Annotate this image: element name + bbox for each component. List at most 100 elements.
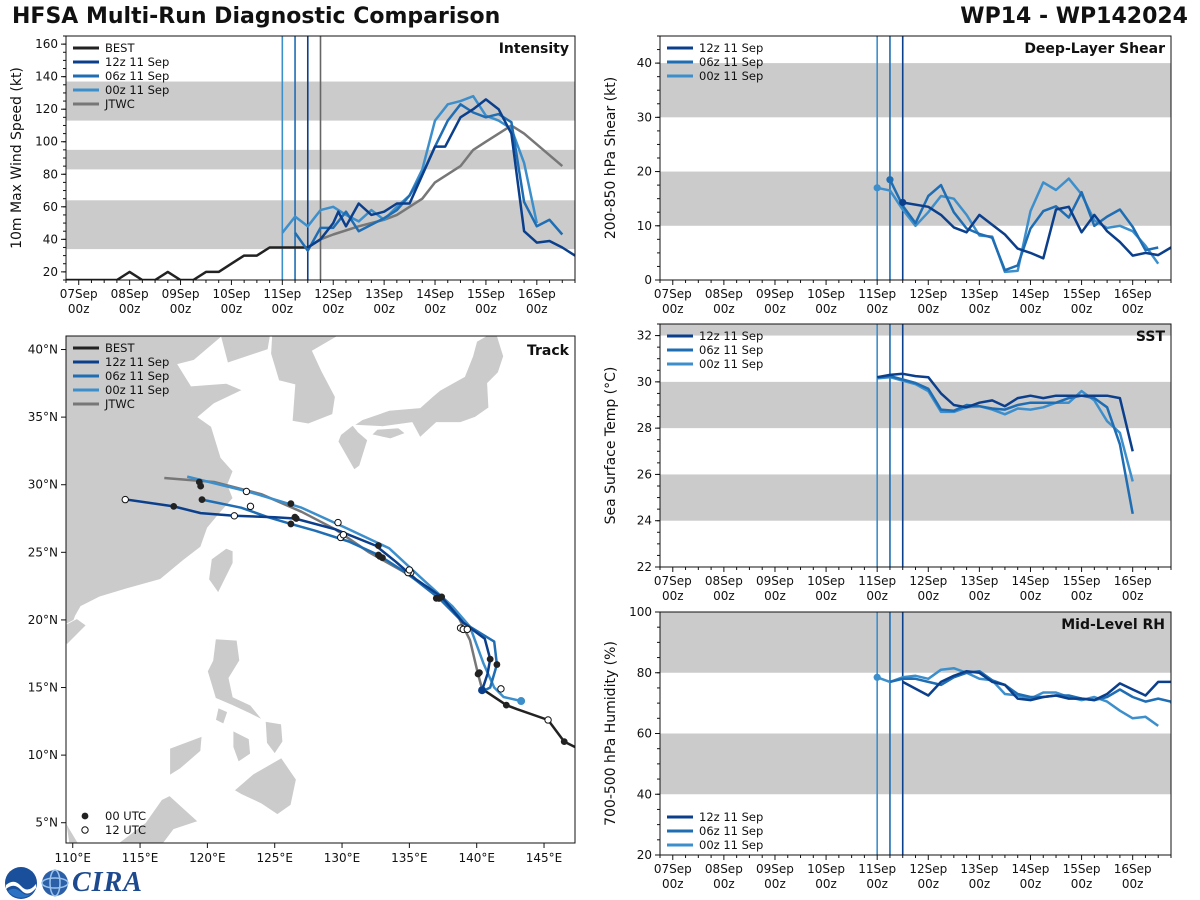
marker-00utc [475,669,483,677]
init-marker [873,184,881,192]
marker-12utc [405,566,414,574]
x-tick-label-day: 09Sep [162,287,200,301]
panel-title: Intensity [499,41,569,57]
x-tick-label-hour: 00z [815,302,837,316]
y-tick-label: 120 [35,102,58,116]
x-tick-label-day: 16Sep [1114,574,1152,588]
legend-label: 00z 11 Sep [699,69,763,83]
y-tick-label: 0 [644,273,652,287]
x-tick-label-hour: 00z [1122,302,1144,316]
legend-label: 00z 11 Sep [699,838,763,852]
storm-id: WP14 - WP142024 [960,4,1188,29]
x-tick-label-day: 14Sep [1012,862,1050,876]
legend-label: 12z 11 Sep [699,41,763,55]
x-tick-label-hour: 00z [969,302,991,316]
track-frame [65,335,576,844]
y-tick-label: 25°N [28,545,58,559]
panel-sst: 22242628303207Sep00z08Sep00z09Sep00z10Se… [603,323,1172,603]
y-tick-label: 20 [637,165,652,179]
marker-12utc [242,487,251,496]
marker-00utc [287,500,295,508]
marker-00utc [493,661,501,668]
y-tick-label: 10°N [28,748,58,762]
x-tick-label-day: 16Sep [518,287,556,301]
legend-label: 12z 11 Sep [699,810,763,824]
x-tick-label-day: 10Sep [212,287,250,301]
panel-title: SST [1136,329,1166,345]
x-tick-label-hour: 00z [373,302,395,316]
series-line-r12 [902,669,1171,702]
x-tick-label-day: 10Sep [807,862,845,876]
x-tick-label-day: 15Sep [1063,287,1101,301]
x-tick-label: 115°E [122,851,159,865]
cira-wordmark: CIRA [72,867,143,898]
legend-label: 00z 11 Sep [105,383,169,397]
marker-00utc [560,738,568,745]
track-line-r12 [126,498,492,691]
panel-track: 110°E 115°E 120°E 125°E 130°E 135°E 140°E 145°E… [28,335,576,865]
x-tick-label-hour: 00z [1071,302,1093,316]
x-tick-label-day: 11Sep [858,287,896,301]
x-tick-label-hour: 00z [526,302,548,316]
y-tick-label: 40 [637,787,652,801]
x-tick-label-hour: 00z [969,877,991,891]
x-tick-label-hour: 00z [713,877,735,891]
threshold-band [660,63,1171,118]
panel-title: Mid-Level RH [1061,617,1165,633]
init-marker [899,198,907,207]
y-tick-label: 160 [35,37,58,51]
x-tick-label-day: 09Sep [756,574,794,588]
x-tick-label-hour: 00z [322,302,344,316]
legend-marker-00utc [81,812,89,820]
x-tick-label-day: 09Sep [756,862,794,876]
x-tick-label-hour: 00z [1020,589,1042,603]
x-tick-label-day: 13Sep [960,287,998,301]
threshold-band [660,733,1171,795]
x-tick-label: 110°E [54,851,91,865]
y-tick-label: 26 [637,467,652,481]
series-line-r00 [876,177,1160,274]
marker-00utc [502,701,510,709]
x-tick-label-day: 12Sep [314,287,352,301]
x-tick-label-hour: 00z [764,589,786,603]
y-tick-label: 30°N [28,478,58,492]
y-tick-label: 30 [637,375,652,389]
y-tick-label: 100 [35,135,58,149]
threshold-band [660,612,1171,673]
y-axis-label: 700-500 hPa Humidity (%) [603,641,619,826]
land-honshu [352,336,505,439]
x-tick-label: 125°E [256,851,293,865]
x-tick-label-day: 14Sep [416,287,454,301]
threshold-band [660,474,1171,521]
logo-strip: CIRA [4,866,143,900]
legend-label: JTWC [104,397,135,411]
x-tick-label-hour: 00z [662,302,684,316]
legend-label: 06z 11 Sep [699,343,763,357]
marker-start [517,697,526,706]
x-tick-label-day: 11Sep [263,287,301,301]
x-tick-label-day: 10Sep [807,287,845,301]
x-tick-label-day: 13Sep [960,862,998,876]
land-panay-negros [232,730,251,763]
y-tick-label: 20 [43,265,58,279]
y-axis-label: 200-850 hPa Shear (kt) [603,77,619,239]
land-mindanao [233,757,297,816]
y-tick-label: 15°N [28,681,58,695]
x-tick-label: 130°E [324,851,361,865]
x-tick-label-day: 14Sep [1012,574,1050,588]
y-tick-label: 28 [637,421,652,435]
x-tick-label-day: 11Sep [858,862,896,876]
x-tick-label-day: 14Sep [1012,287,1050,301]
x-tick-label-day: 13Sep [365,287,403,301]
init-marker [886,176,894,184]
y-tick-label: 40 [43,232,58,246]
marker-00utc [438,593,446,601]
panel-rh: 2040608010007Sep00z08Sep00z09Sep00z10Sep… [603,605,1172,891]
x-tick-label-day: 13Sep [960,574,998,588]
x-tick-label-day: 07Sep [654,862,692,876]
series-line-r06 [888,179,1159,272]
y-tick-label: 60 [637,727,652,741]
series-line-jtwc [320,124,564,241]
x-tick-label-hour: 00z [221,302,243,316]
x-tick-label: 140°E [458,851,495,865]
